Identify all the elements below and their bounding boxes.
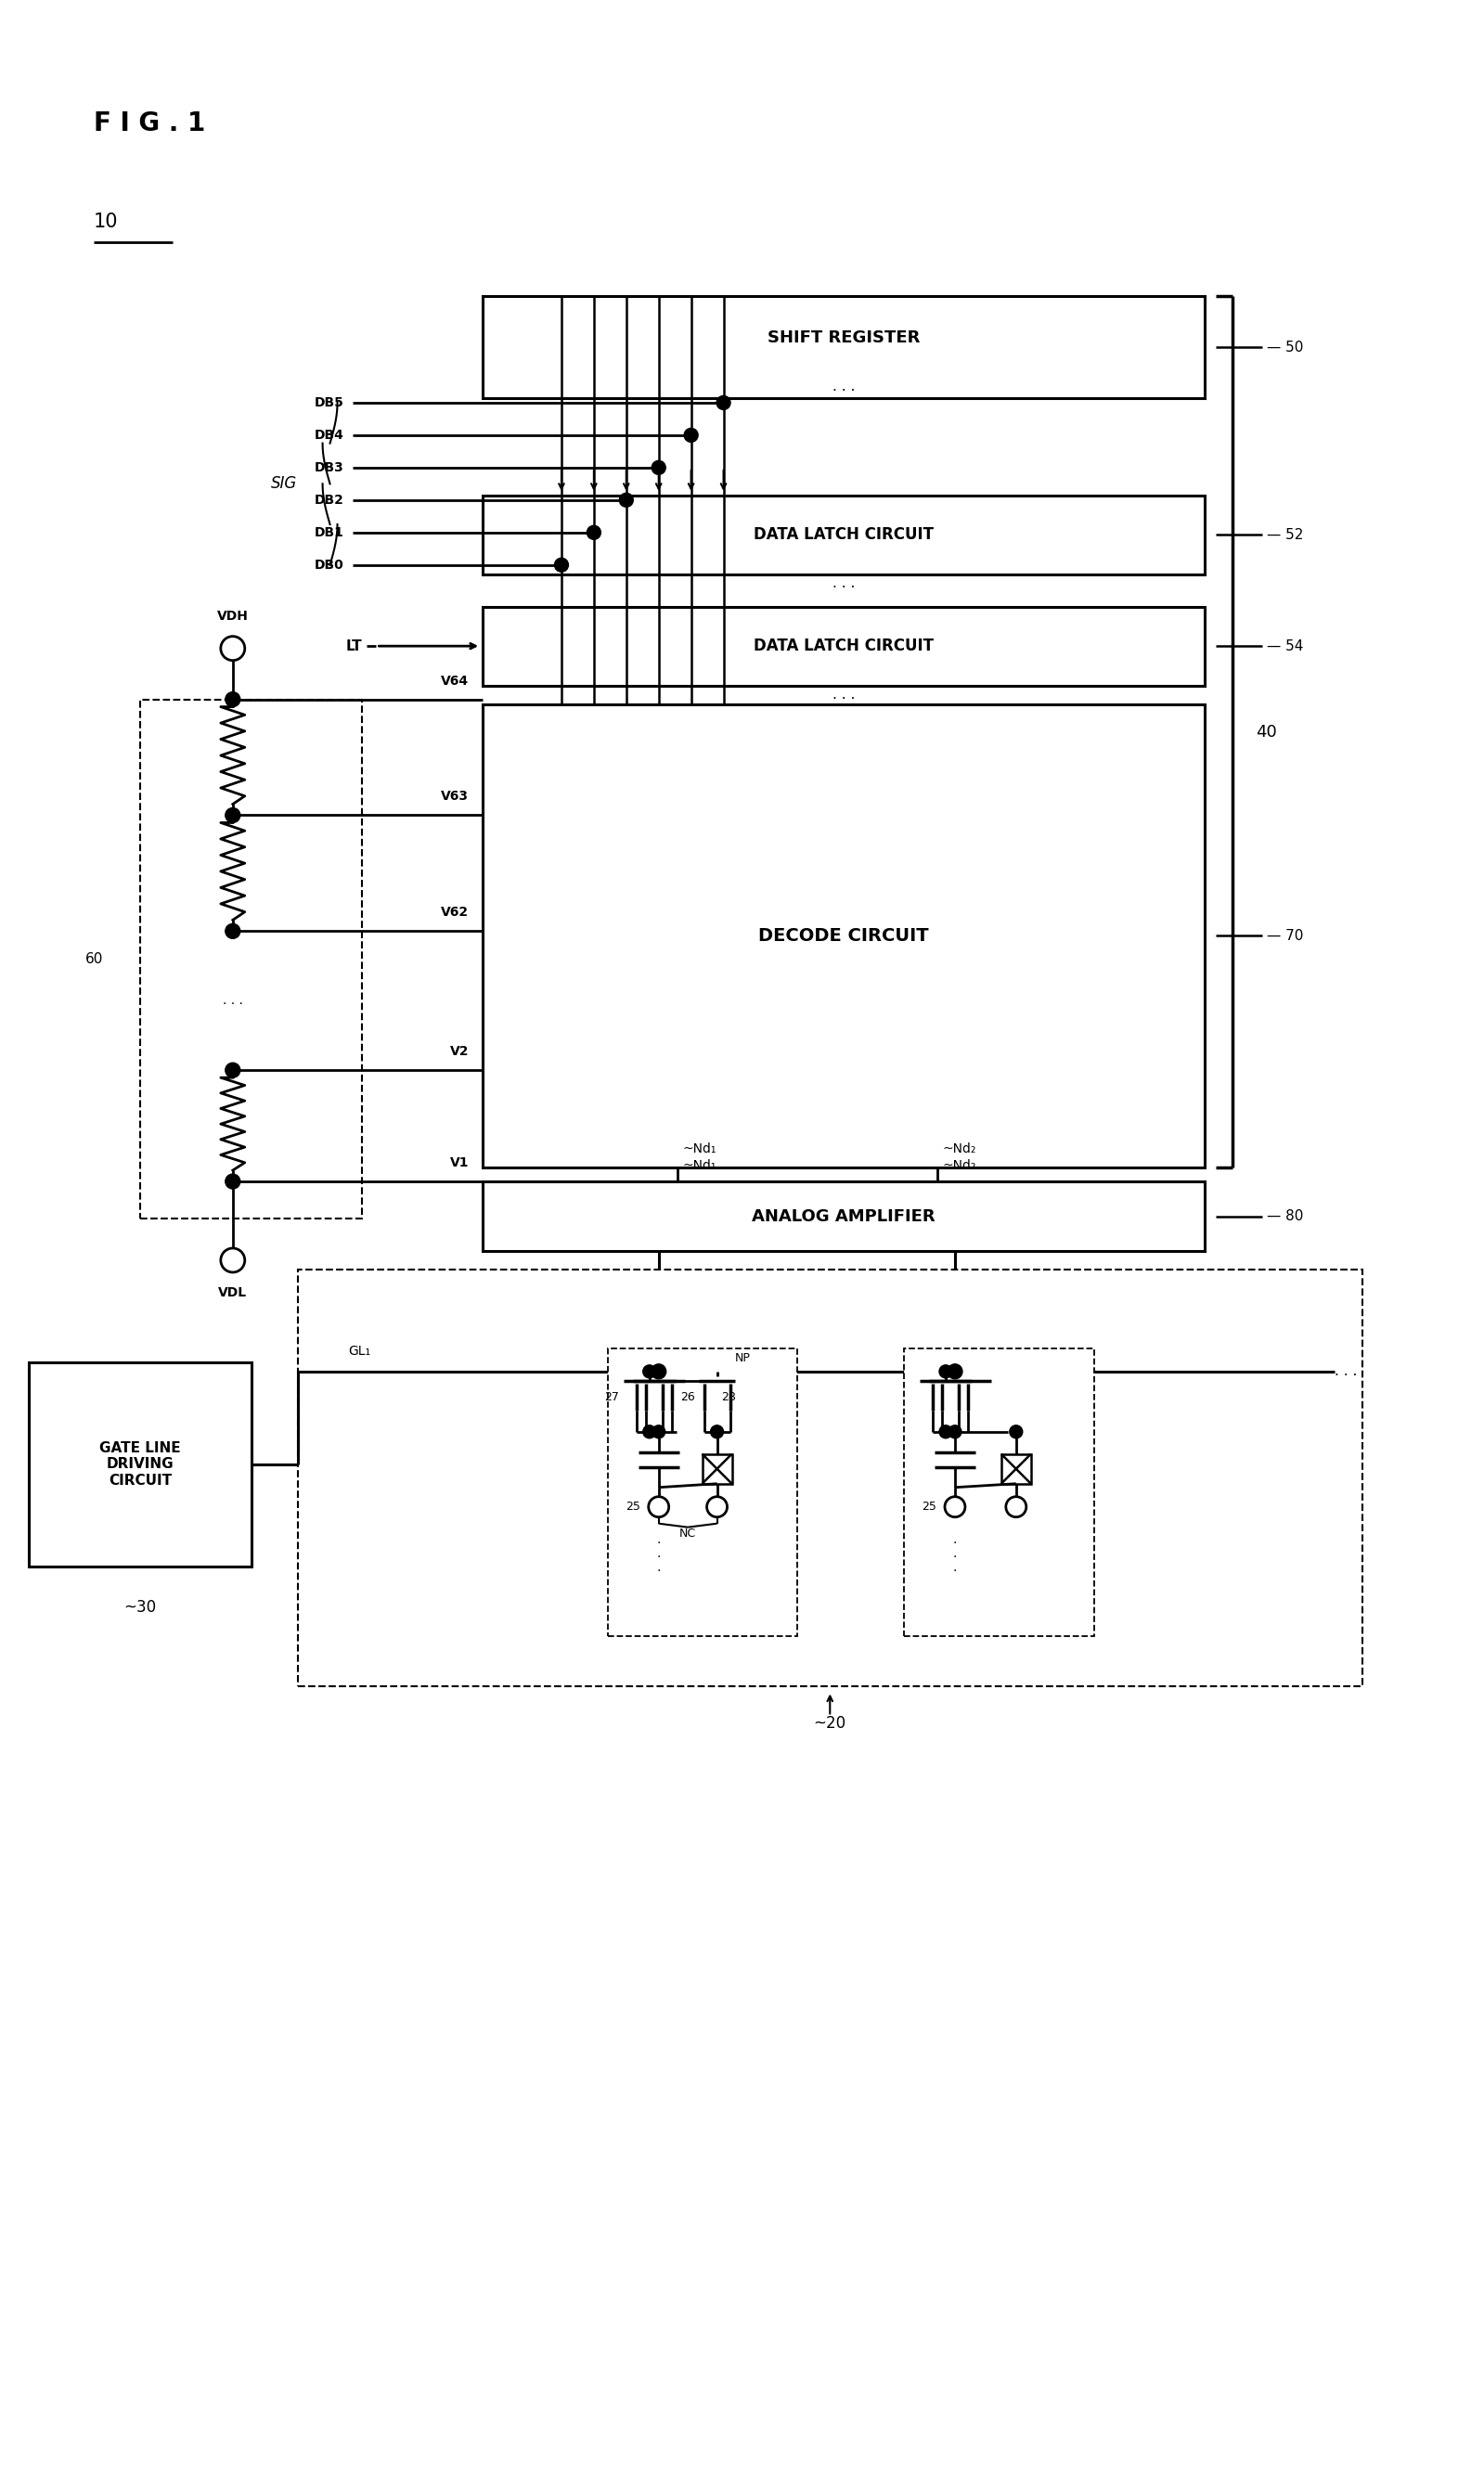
Text: . . .: . . .: [833, 577, 855, 589]
Text: . . .: . . .: [833, 379, 855, 394]
Circle shape: [555, 557, 568, 572]
Circle shape: [643, 1364, 656, 1379]
Text: ANALOG AMPLIFIER: ANALOG AMPLIFIER: [752, 1208, 935, 1226]
Text: . . .: . . .: [223, 995, 243, 1008]
Text: .: .: [953, 1560, 957, 1575]
Circle shape: [948, 1364, 962, 1379]
Bar: [298, 1270, 1362, 1686]
Text: ~DL₂: ~DL₂: [962, 1278, 996, 1290]
Text: — 80: — 80: [1267, 1208, 1303, 1223]
Circle shape: [717, 396, 730, 409]
Text: V63: V63: [441, 790, 469, 802]
Text: DECODE CIRCUIT: DECODE CIRCUIT: [758, 926, 929, 943]
Text: GL₁: GL₁: [349, 1344, 371, 1357]
Text: 10: 10: [93, 213, 119, 230]
Text: ~20: ~20: [813, 1716, 846, 1733]
Text: V62: V62: [441, 906, 469, 919]
Bar: [482, 703, 1205, 1169]
Text: DB5: DB5: [315, 396, 344, 409]
Text: 60: 60: [85, 951, 102, 966]
Text: 26: 26: [680, 1392, 695, 1404]
Text: .: .: [656, 1548, 660, 1560]
Circle shape: [684, 428, 697, 443]
Bar: [1002, 1453, 1031, 1483]
Text: .: .: [656, 1560, 660, 1575]
Text: — 70: — 70: [1267, 928, 1303, 943]
Text: .: .: [953, 1548, 957, 1560]
Text: DATA LATCH CIRCUIT: DATA LATCH CIRCUIT: [754, 527, 933, 542]
Text: ~Nd₂: ~Nd₂: [942, 1159, 976, 1171]
Bar: [608, 1349, 797, 1637]
Circle shape: [706, 1496, 727, 1518]
Text: — 54: — 54: [1267, 639, 1303, 654]
Circle shape: [226, 1174, 240, 1188]
Text: VDL: VDL: [218, 1285, 248, 1300]
Text: V64: V64: [441, 673, 469, 688]
Text: 40: 40: [1255, 723, 1278, 740]
Circle shape: [619, 493, 634, 508]
Bar: [139, 698, 362, 1218]
Text: . . .: . . .: [833, 688, 855, 701]
Text: ~DL₁: ~DL₁: [666, 1278, 699, 1290]
Bar: [30, 1362, 251, 1567]
Circle shape: [651, 461, 666, 475]
Text: DB4: DB4: [315, 428, 344, 441]
Text: SIG: SIG: [272, 475, 298, 493]
Circle shape: [226, 807, 240, 822]
Text: — 52: — 52: [1267, 527, 1303, 542]
Text: . . .: . . .: [1334, 1364, 1358, 1379]
Circle shape: [226, 1062, 240, 1077]
Text: 25: 25: [922, 1500, 936, 1513]
Circle shape: [221, 1248, 245, 1273]
Text: 28: 28: [721, 1392, 736, 1404]
Text: 27: 27: [604, 1392, 619, 1404]
Circle shape: [586, 525, 601, 540]
Text: DB0: DB0: [315, 560, 344, 572]
Text: LT: LT: [346, 639, 362, 654]
Bar: [482, 1181, 1205, 1250]
Bar: [702, 1453, 732, 1483]
Circle shape: [651, 1426, 665, 1439]
Text: DB1: DB1: [315, 525, 344, 540]
Circle shape: [643, 1426, 656, 1439]
Bar: [904, 1349, 1094, 1637]
Circle shape: [226, 691, 240, 706]
Circle shape: [948, 1426, 962, 1439]
Text: — 50: — 50: [1267, 339, 1303, 354]
Text: DB2: DB2: [315, 493, 344, 508]
Text: NC: NC: [680, 1528, 696, 1540]
Circle shape: [945, 1496, 965, 1518]
Text: DB3: DB3: [315, 461, 344, 473]
Text: V1: V1: [450, 1156, 469, 1169]
Text: VDH: VDH: [217, 609, 248, 621]
Circle shape: [939, 1364, 953, 1379]
Circle shape: [226, 924, 240, 938]
Text: ~30: ~30: [123, 1599, 156, 1614]
Bar: [482, 607, 1205, 686]
Text: .: .: [656, 1533, 660, 1545]
Text: .: .: [953, 1533, 957, 1545]
Text: ~Nd₁: ~Nd₁: [683, 1159, 717, 1171]
Circle shape: [649, 1496, 669, 1518]
Circle shape: [221, 636, 245, 661]
Circle shape: [1009, 1426, 1022, 1439]
Text: NP: NP: [735, 1352, 751, 1364]
Text: F I G . 1: F I G . 1: [93, 111, 205, 136]
Text: ~Nd₁: ~Nd₁: [683, 1141, 717, 1156]
Text: DATA LATCH CIRCUIT: DATA LATCH CIRCUIT: [754, 639, 933, 654]
Text: SHIFT REGISTER: SHIFT REGISTER: [767, 329, 920, 347]
Text: V2: V2: [450, 1045, 469, 1057]
Circle shape: [1006, 1496, 1027, 1518]
Bar: [482, 297, 1205, 399]
Circle shape: [939, 1426, 953, 1439]
Bar: [482, 495, 1205, 574]
Text: ~Nd₂: ~Nd₂: [942, 1141, 976, 1156]
Text: 25: 25: [625, 1500, 640, 1513]
Text: GATE LINE
DRIVING
CIRCUIT: GATE LINE DRIVING CIRCUIT: [99, 1441, 181, 1488]
Circle shape: [651, 1364, 666, 1379]
Circle shape: [711, 1426, 724, 1439]
